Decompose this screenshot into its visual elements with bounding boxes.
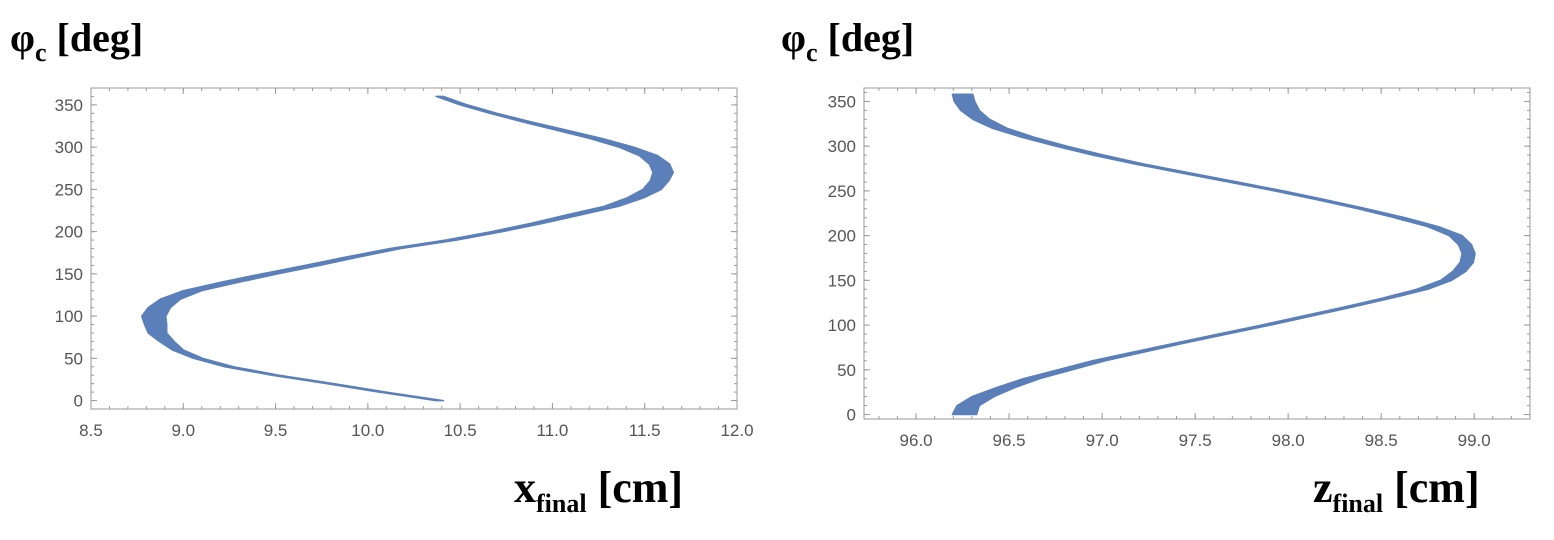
y-tick-label: 150 bbox=[828, 271, 856, 290]
y-axis-unit-right: [deg] bbox=[827, 15, 915, 60]
y-tick-label: 150 bbox=[55, 265, 83, 284]
x-axis-symbol-right: z bbox=[1313, 463, 1333, 512]
x-axis-symbol-left: x bbox=[514, 463, 536, 512]
x-tick-label: 10.5 bbox=[444, 421, 477, 440]
chart-panel-left: φc [deg] 8.5 9.0 9.5 10.0 10.5 11.0 11.5 12.0 0 5… bbox=[10, 14, 754, 518]
y-axis-symbol-left: φ bbox=[10, 15, 35, 60]
plot-frame bbox=[863, 87, 1531, 420]
data-band bbox=[141, 95, 675, 402]
x-axis-unit-right: [cm] bbox=[1394, 463, 1480, 512]
y-tick-label: 200 bbox=[828, 227, 856, 246]
x-tick-label: 9.5 bbox=[264, 421, 288, 440]
x-axis-subscript-left: final bbox=[536, 489, 587, 518]
y-axis-title-left: φc [deg] bbox=[10, 14, 144, 67]
data-band bbox=[951, 93, 1476, 416]
x-tick-label: 96.0 bbox=[900, 431, 933, 450]
y-axis-subscript-left: c bbox=[34, 38, 47, 67]
y-tick-label: 300 bbox=[828, 137, 856, 156]
x-axis-title-left: xfinal [cm] bbox=[514, 462, 684, 518]
y-tick-label: 350 bbox=[828, 92, 856, 111]
x-tick-label: 98.0 bbox=[1272, 431, 1305, 450]
x-tick-label: 98.5 bbox=[1365, 431, 1398, 450]
plot-frame bbox=[90, 87, 738, 410]
x-axis-subscript-right: final bbox=[1332, 489, 1384, 518]
y-tick-label: 250 bbox=[828, 182, 856, 201]
x-tick-label: 11.0 bbox=[537, 421, 569, 440]
x-axis-title-right: zfinal [cm] bbox=[1313, 462, 1480, 518]
y-tick-label: 50 bbox=[64, 349, 83, 368]
y-tick-label: 100 bbox=[828, 316, 856, 335]
y-tick-label: 200 bbox=[55, 223, 83, 242]
x-tick-label: 9.0 bbox=[171, 421, 195, 440]
plot-area-left: 8.5 9.0 9.5 10.0 10.5 11.0 11.5 12.0 0 50 100 150 20… bbox=[55, 87, 754, 440]
chart-panel-right: φc [deg] 96.0 96.5 97.0 97.5 98.0 98.5 99.0 0 50… bbox=[777, 0, 1554, 540]
x-axis-unit-left: [cm] bbox=[597, 463, 684, 512]
y-axis-title-right: φc [deg] bbox=[781, 14, 915, 67]
plot-area-right: 96.0 96.5 97.0 97.5 98.0 98.5 99.0 0 50 100 150 200… bbox=[828, 87, 1531, 450]
y-tick-label: 250 bbox=[55, 180, 83, 199]
y-axis-symbol-right: φ bbox=[781, 15, 806, 60]
y-tick-label: 50 bbox=[837, 361, 856, 380]
y-tick-label: 0 bbox=[847, 406, 856, 425]
x-tick-label: 99.0 bbox=[1458, 431, 1491, 450]
x-tick-label: 97.5 bbox=[1179, 431, 1212, 450]
x-tick-label: 10.0 bbox=[351, 421, 384, 440]
y-tick-label: 100 bbox=[55, 307, 83, 326]
x-tick-label: 96.5 bbox=[993, 431, 1026, 450]
x-tick-label: 11.5 bbox=[629, 421, 661, 440]
y-tick-label: 300 bbox=[55, 138, 83, 157]
y-axis-subscript-right: c bbox=[805, 38, 818, 67]
y-axis-unit-left: [deg] bbox=[56, 15, 144, 60]
y-tick-label: 350 bbox=[55, 96, 83, 115]
y-tick-label: 0 bbox=[74, 392, 83, 411]
x-tick-label: 97.0 bbox=[1086, 431, 1119, 450]
x-tick-label: 12.0 bbox=[720, 421, 753, 440]
x-tick-label: 8.5 bbox=[79, 421, 103, 440]
